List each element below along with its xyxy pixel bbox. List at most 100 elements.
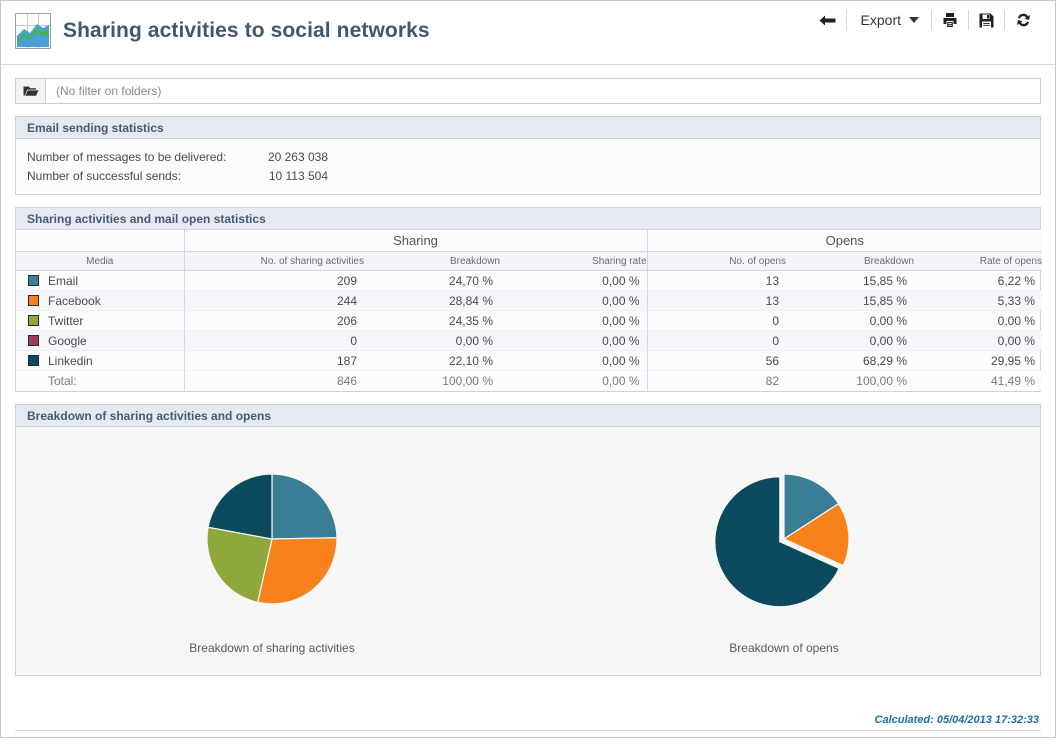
stat-row: Number of successful sends: 10 113 504	[16, 167, 1040, 186]
cell-sharing-rate: 0,00 %	[500, 310, 648, 331]
cell-opens-rate: 5,33 %	[914, 290, 1043, 311]
cell-opens-rate: 6,22 %	[914, 270, 1043, 291]
table-row[interactable]: Email 209 24,70 % 0,00 % 13 15,85 % 6,22…	[16, 270, 1043, 291]
cell-media: Linkedin	[16, 350, 185, 371]
sharing-statistics-panel: Sharing activities and mail open statist…	[15, 207, 1043, 392]
stat-label: Number of successful sends:	[27, 169, 182, 183]
cell-sharing-rate: 0,00 %	[500, 350, 648, 371]
cell-opens-rate: 0,00 %	[914, 330, 1043, 351]
pie-slice-linkedin	[714, 476, 840, 608]
column-header-opens-breakdown[interactable]: Breakdown	[786, 251, 915, 271]
table-row[interactable]: Google 0 0,00 % 0,00 % 0 0,00 % 0,00 %	[16, 330, 1043, 351]
printer-icon[interactable]	[933, 6, 967, 34]
sharing-pie-caption: Breakdown of sharing activities	[189, 641, 355, 655]
media-label: Facebook	[48, 293, 101, 308]
legend-swatch	[28, 355, 39, 366]
breakdown-charts-panel: Breakdown of sharing activities and open…	[15, 404, 1041, 676]
legend-swatch	[28, 275, 39, 286]
refresh-icon[interactable]	[1006, 6, 1041, 34]
calculated-timestamp: Calculated: 05/04/2013 17:32:33	[874, 714, 1040, 726]
table-row[interactable]: Twitter 206 24,35 % 0,00 % 0 0,00 % 0,00…	[16, 310, 1043, 331]
media-label: Twitter	[48, 313, 84, 328]
cell-opens-breakdown: 0,00 %	[786, 330, 915, 351]
stat-value: 20 263 038	[267, 150, 328, 164]
cell-media: Facebook	[16, 290, 185, 311]
pie-slice-linkedin	[207, 473, 273, 540]
sharing-pie-svg	[206, 473, 338, 605]
header-toolbar: Export	[810, 5, 1041, 35]
opens-pie-canvas	[528, 459, 1040, 619]
stat-row: Number of messages to be delivered: 20 2…	[16, 148, 1040, 167]
column-header-sharing-breakdown[interactable]: Breakdown	[364, 251, 500, 271]
cell-media: Twitter	[16, 310, 185, 331]
toolbar-separator	[931, 10, 932, 30]
sharing-pie-canvas	[16, 459, 528, 619]
cell-opens-count: 13	[647, 270, 787, 291]
back-arrow-icon[interactable]	[810, 6, 845, 34]
cell-sharing-rate: 0,00 %	[500, 330, 648, 351]
group-header-media	[16, 230, 185, 252]
table-header-row: Media No. of sharing activities Breakdow…	[16, 251, 1043, 271]
header-left-group: Sharing activities to social networks	[15, 13, 430, 49]
column-header-sharing-rate[interactable]: Sharing rate	[500, 251, 648, 271]
folder-filter-bar: (No filter on folders)	[15, 78, 1041, 104]
column-header-opens-rate[interactable]: Rate of opens	[914, 251, 1043, 271]
breakdown-charts-body: Breakdown of sharing activities Breakdow…	[16, 427, 1040, 675]
stat-value: 10 113 504	[268, 169, 328, 183]
cell-sharing-rate: 0,00 %	[500, 270, 648, 291]
email-statistics-title: Email sending statistics	[16, 117, 1040, 139]
cell-sharing-count: 244	[184, 290, 364, 311]
cell-media: Email	[16, 270, 185, 291]
open-folder-icon[interactable]	[16, 79, 46, 103]
cell-sharing-breakdown: 24,70 %	[364, 270, 500, 291]
opens-pie-svg	[714, 473, 850, 608]
export-button[interactable]: Export	[848, 6, 930, 34]
toolbar-separator	[1004, 10, 1005, 30]
email-statistics-body: Number of messages to be delivered: 20 2…	[16, 139, 1040, 194]
sharing-pie-chart: Breakdown of sharing activities	[16, 427, 528, 675]
media-label: Email	[48, 273, 79, 288]
sharing-statistics-body: Sharing Opens Media No. of sharing activ…	[16, 230, 1043, 391]
cell-media: Google	[16, 330, 185, 351]
cell-sharing-breakdown: 24,35 %	[364, 310, 500, 331]
group-header-opens: Opens	[647, 230, 1043, 252]
column-header-media[interactable]: Media	[16, 251, 185, 271]
breakdown-charts-title: Breakdown of sharing activities and open…	[16, 405, 1040, 427]
cell-opens-count: 0	[647, 330, 787, 351]
total-label: Total:	[16, 370, 185, 391]
table-row[interactable]: Linkedin 187 22,10 % 0,00 % 56 68,29 % 2…	[16, 350, 1043, 371]
pie-slice-facebook	[782, 502, 850, 567]
legend-swatch	[28, 295, 39, 306]
pie-slice-email	[271, 473, 338, 540]
cell-opens-breakdown: 15,85 %	[786, 270, 915, 291]
toolbar-separator	[968, 10, 969, 30]
cell-sharing-count: 0	[184, 330, 364, 351]
cell-opens-rate: 29,95 %	[914, 350, 1043, 371]
column-header-opens-count[interactable]: No. of opens	[647, 251, 787, 271]
cell-sharing-breakdown: 0,00 %	[364, 330, 500, 351]
area-chart-icon	[15, 13, 51, 49]
cell-opens-count: 0	[647, 310, 787, 331]
legend-swatch	[28, 315, 39, 326]
table-row[interactable]: Facebook 244 28,84 % 0,00 % 13 15,85 % 5…	[16, 290, 1043, 311]
table-total-row: Total: 846 100,00 % 0,00 % 82 100,00 % 4…	[16, 370, 1043, 391]
folder-filter-value[interactable]: (No filter on folders)	[56, 84, 162, 98]
page-title: Sharing activities to social networks	[63, 19, 430, 42]
total-sharing-count: 846	[184, 370, 364, 391]
total-opens-breakdown: 100,00 %	[786, 370, 915, 391]
toolbar-separator	[845, 10, 847, 30]
legend-swatch	[28, 335, 39, 346]
chevron-down-icon[interactable]	[909, 17, 919, 23]
column-header-sharing-count[interactable]: No. of sharing activities	[184, 251, 364, 271]
total-sharing-rate: 0,00 %	[500, 370, 648, 391]
pie-slice-email	[783, 473, 840, 541]
table-group-header-row: Sharing Opens	[16, 230, 1043, 252]
floppy-disk-icon[interactable]	[970, 6, 1003, 34]
cell-opens-breakdown: 68,29 %	[786, 350, 915, 371]
cell-sharing-count: 206	[184, 310, 364, 331]
email-statistics-panel: Email sending statistics Number of messa…	[15, 116, 1041, 195]
export-label: Export	[860, 12, 901, 28]
stat-label: Number of messages to be delivered:	[27, 150, 227, 164]
group-header-sharing: Sharing	[184, 230, 648, 252]
